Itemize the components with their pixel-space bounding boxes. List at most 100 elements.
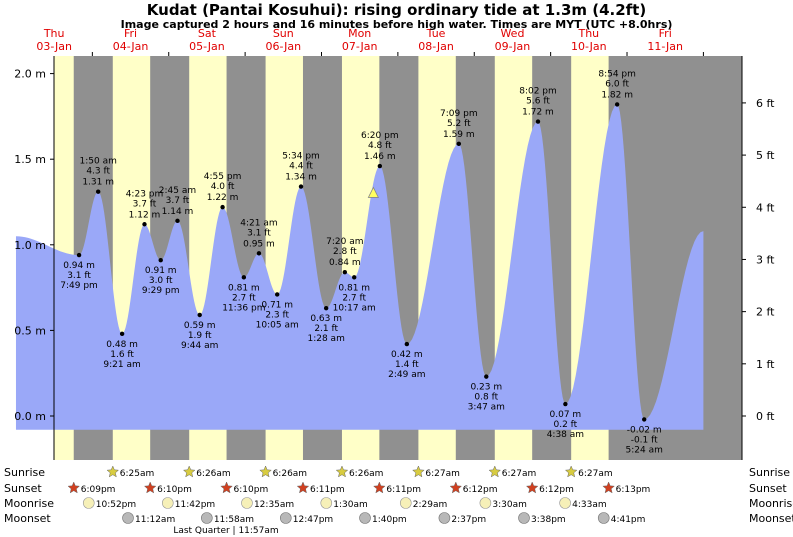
moonrise-icon [161,497,174,509]
moonrise-time: 10:52pm [96,500,136,510]
extreme-m: 0.95 m [243,239,275,249]
moonrise-icon [559,497,571,509]
sunrise-star [259,465,272,478]
sunset-time: 6:11pm [310,485,345,495]
sunset-star [143,481,157,494]
extreme-ft: 4.3 ft [86,167,110,177]
sunset-time: 6:10pm [234,485,269,495]
sunset-star [449,481,463,494]
extreme-time: 10:17 am [333,303,376,313]
sunset-star [602,481,615,494]
extreme-m: 0.71 m [261,300,293,310]
y-tick-label-ft: 3 ft [756,253,775,266]
tide-area [15,104,704,430]
tide-area-path [15,104,704,430]
y-tick-label-ft: 2 ft [756,306,775,319]
extreme-m: 0.63 m [310,314,342,324]
extreme-dot [404,341,410,347]
extreme-time: 7:09 pm [440,109,478,119]
extreme-m: 0.42 m [391,350,423,360]
sunrise-time: 6:27am [425,469,460,479]
sunset-star [220,481,233,494]
day-date: 08-Jan [418,40,454,53]
extreme-m: 0.91 m [145,266,177,276]
sunset-time: 6:11pm [386,485,421,495]
extreme-ft: 2.8 ft [333,247,357,257]
extreme-m: 0.81 m [228,283,260,293]
extreme-time: 5:34 pm [282,152,320,162]
sunrise-star [335,465,349,478]
moonrise-icon [399,497,412,509]
extreme-ft: 5.2 ft [447,119,471,129]
chart-title: Kudat (Pantai Kosuhui): rising ordinary … [146,1,647,19]
row-label-right: Moonset [749,512,793,525]
tide-extremes: 0.94 m3.1 ft7:49 pm1:50 am4.3 ft1.31 m0.… [60,69,663,455]
sunset-time: 6:13pm [616,485,651,495]
extreme-m: 1.14 m [162,207,194,217]
moonrise-icon [82,497,95,509]
extreme-ft: 5.6 ft [526,97,550,107]
extreme-dot [158,258,163,263]
axes: 2.0 m 1.5 m 1.0 m 0.5 m 0.0 m 6 ft 5 ft 4 ft 3 f… [14,56,775,460]
y-tick-label-ft: 6 ft [756,97,775,110]
current-level-marker [367,186,380,198]
extreme-dot [484,374,489,379]
extreme-ft: 0.2 ft [554,420,578,430]
extreme-time: 10:05 am [256,320,299,330]
extreme-ft: 2.7 ft [342,293,366,303]
row-label-right: Moonrise [749,497,793,510]
extreme-dot [642,417,647,422]
y-tick-label-m: 1.5 m [14,153,46,166]
extreme-dot [142,222,147,227]
extreme-dot [220,204,225,210]
moonrise-time: 2:29am [413,500,448,510]
extreme-ft: 0.8 ft [474,393,498,403]
extreme-m: 1.12 m [129,210,161,220]
sunset-time: 6:09pm [81,485,116,495]
y-tick-label-ft: 4 ft [756,201,775,214]
moonrise-icon [320,497,333,509]
extreme-time: 1:50 am [80,157,117,167]
day-name: Mon [348,27,371,40]
extreme-time: 6:20 pm [361,131,399,141]
extreme-dot [76,252,82,258]
day-name: Tue [426,27,446,40]
extreme-time: 2:45 am [159,186,196,196]
moonset-time: 4:41pm [611,515,646,525]
sunrise-star [106,465,120,478]
extreme-m: 1.59 m [443,130,475,140]
moonset-time: 11:12am [135,515,175,525]
chart-subtitle: Image captured 2 hours and 16 minutes be… [120,18,673,31]
extreme-ft: 6.0 ft [605,79,629,89]
extreme-time: 4:23 pm [126,189,164,199]
moonrise-icon [479,497,492,509]
extreme-m: 0.59 m [184,321,216,331]
extreme-time: 4:38 am [547,430,584,440]
extreme-time: 11:36 pm [222,303,265,313]
extreme-time: 9:21 am [103,360,140,370]
y-tick-label-ft: 1 ft [756,358,775,371]
sunrise-star [412,465,425,478]
extreme-ft: 2.1 ft [314,324,338,334]
extreme-time: 1:28 am [307,334,344,344]
extreme-m: 1.46 m [364,152,396,162]
extreme-time: 7:20 am [326,237,363,247]
day-name: Fri [659,27,672,40]
extreme-ft: 4.8 ft [368,141,392,151]
extreme-dot [256,251,262,256]
extreme-time: 4:21 am [240,218,277,228]
sunset-time: 6:12pm [463,485,498,495]
day-name: Sun [273,27,294,40]
day-date: 04-Jan [113,40,149,53]
extreme-time: 9:44 am [181,341,218,351]
sunrise-star [488,465,502,478]
sunset-time: 6:10pm [157,485,192,495]
extreme-ft: -0.1 ft [631,435,658,445]
extreme-time: 8:02 pm [519,87,557,97]
day-name: Thu [577,27,599,40]
day-date: 06-Jan [266,40,302,53]
extreme-m: 0.07 m [550,410,582,420]
y-tick-label-m: 1.0 m [14,239,46,252]
sun-moon-events: Sunrise Sunrise Sunset Sunset Moonrise Moonri… [4,465,793,536]
